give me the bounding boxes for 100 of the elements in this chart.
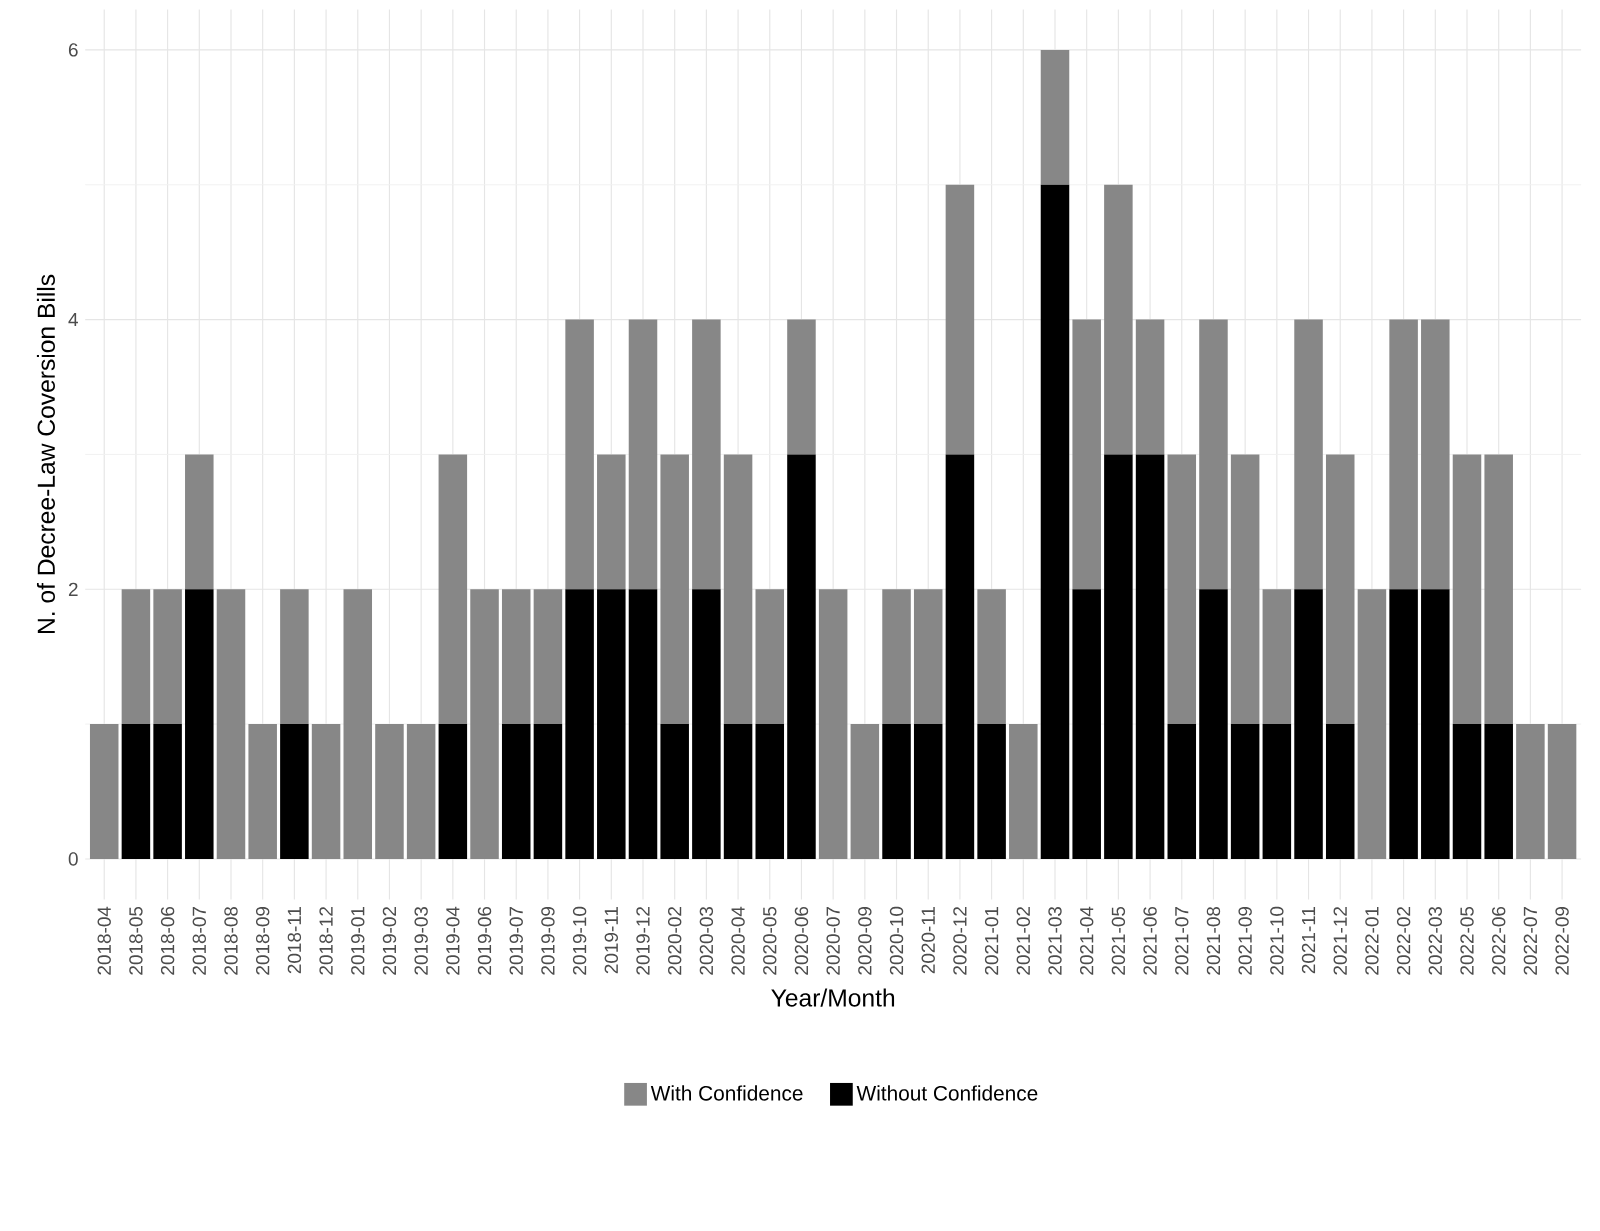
x-tick-label: 2021-10 [1270,906,1284,975]
bar [1357,589,1387,860]
x-tick-label: 2020-10 [889,906,904,975]
x-tick-label: 2022-02 [1396,907,1411,975]
bar [121,589,151,725]
bar [89,724,119,860]
bar [913,724,943,860]
bar [1452,724,1482,860]
bar [1547,724,1577,860]
bar [470,589,499,860]
bar [660,724,689,860]
bar [1104,454,1133,860]
bar [1389,589,1418,860]
bar [1262,589,1292,725]
x-tick-label: 2019-12 [636,907,650,975]
bar [787,319,816,455]
bar [1294,589,1323,860]
x-tick-label: 2018-04 [97,906,111,975]
bar [1104,184,1133,455]
x-tick-label: 2022-01 [1365,907,1379,975]
bar [945,454,975,860]
x-axis-title: Year/Month [771,988,895,1007]
bar [280,589,309,725]
bar [818,589,848,860]
bar [375,724,404,860]
bar [597,589,626,860]
y-tick-label: 4 [68,313,78,327]
x-tick-label: 2018-08 [224,907,238,975]
x-tick-label: 2019-02 [382,907,397,975]
bar [977,589,1006,725]
bar [882,589,911,725]
x-tick-label: 2018-11 [287,907,302,974]
x-tick-label: 2019-01 [351,907,365,975]
bar [1167,724,1197,860]
bar [1484,724,1513,860]
y-tick-label: 6 [68,43,78,57]
bar [1040,50,1070,185]
x-tick-label: 2019-07 [509,907,523,975]
x-tick-label: 2021-06 [1143,907,1157,975]
bar [945,184,975,455]
x-tick-label: 2020-02 [667,907,682,975]
bar [787,454,816,860]
bar [280,724,309,860]
x-tick-label: 2021-04 [1079,906,1094,975]
y-axis-title: N. of Decree-Law Coversion Bills [36,274,55,634]
x-tick-label: 2021-03 [1048,907,1062,975]
bar [1262,724,1292,860]
x-tick-label: 2020-04 [731,906,745,975]
legend-label: Without Confidence [856,1085,1038,1101]
bar [1421,589,1450,860]
x-tick-label: 2022-03 [1428,907,1443,975]
x-tick-label: 2018-06 [160,907,175,975]
x-tick-label: 2022-06 [1492,907,1506,975]
legend-label: With Confidence [650,1085,803,1101]
x-tick-label: 2019-11 [604,907,618,974]
bar [1230,454,1260,725]
bar [1199,319,1228,590]
bar [1135,454,1165,860]
bar [153,724,182,860]
y-tick-label: 2 [68,582,78,596]
bar [533,589,563,725]
bar [216,589,246,860]
bar [1325,454,1355,725]
bar [882,724,911,860]
bar [185,454,214,590]
bar [501,724,531,860]
bar [1135,319,1165,455]
bar [311,724,341,860]
bar [1421,319,1450,590]
bar [1009,724,1038,860]
bar [628,319,658,590]
bar [343,589,373,860]
bar [723,454,753,725]
bar [185,589,214,860]
x-tick-label: 2020-12 [953,907,967,975]
bar [597,454,626,590]
x-tick-label: 2020-07 [826,907,840,975]
x-tick-label: 2021-09 [1238,907,1252,975]
bar [565,589,594,860]
bar [438,454,468,725]
x-tick-label: 2021-01 [984,907,999,975]
x-tick-label: 2021-07 [1175,907,1189,975]
x-tick-label: 2020-03 [699,907,714,975]
x-tick-label: 2020-09 [858,907,872,975]
bar [153,589,182,725]
bar [723,724,753,860]
bar [501,589,531,725]
x-tick-label: 2022-05 [1460,907,1474,975]
bar [1389,319,1418,590]
bar [1072,319,1101,590]
x-tick-label: 2019-06 [477,907,492,975]
x-tick-label: 2021-05 [1111,907,1126,975]
x-tick-label: 2019-04 [446,906,460,975]
bar [850,724,880,860]
x-tick-label: 2018-05 [129,907,143,975]
bar [1072,589,1101,860]
bar [406,724,436,860]
bar [1294,319,1323,590]
x-tick-label: 2018-09 [255,907,270,975]
bar [1325,724,1355,860]
